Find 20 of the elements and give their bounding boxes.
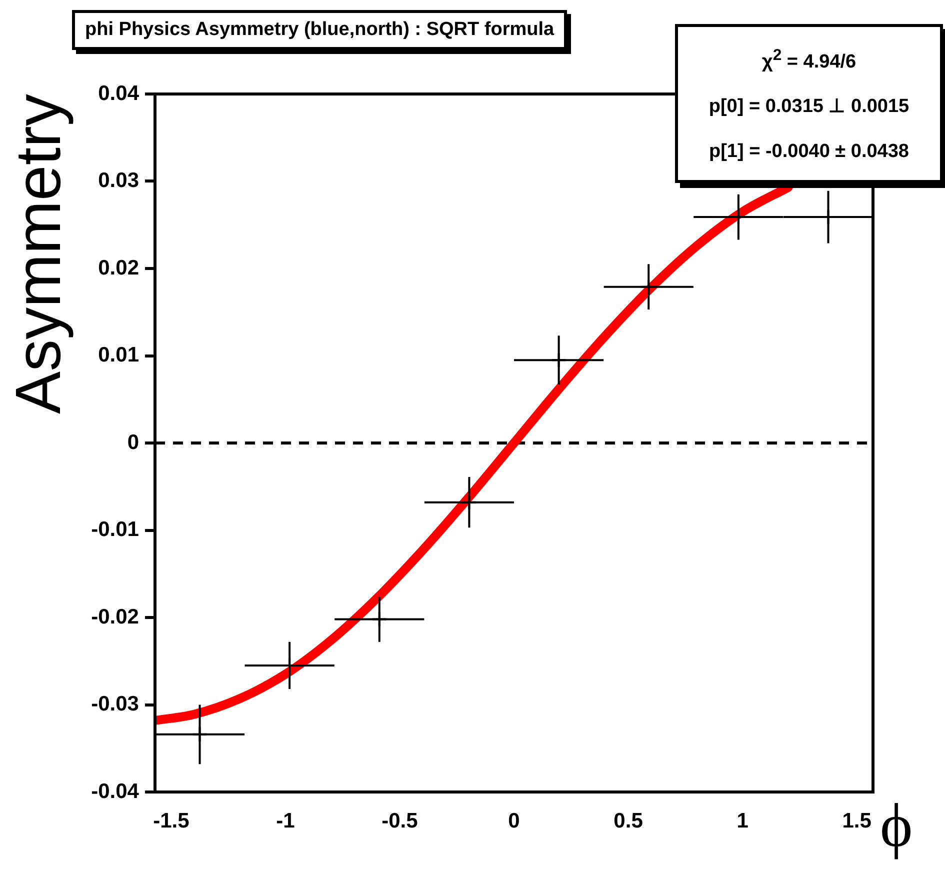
annotation: p[1] = -0.0040 ± 0.0438 [708, 140, 910, 164]
y-tick-label: 0.04 [98, 82, 140, 105]
x-axis-title: ϕ [880, 792, 913, 860]
x-tick-label: 1 [736, 809, 749, 832]
annotation: p[0] = 0.0315 ⊥ 0.0015 [708, 95, 910, 120]
x-tick-label: -1.5 [153, 809, 190, 832]
y-tick-label: -0.03 [91, 692, 139, 716]
y-tick-label: -0.01 [91, 518, 140, 542]
y-axis-title: Asymmetry [2, 94, 74, 414]
y-tick-label: 0 [127, 430, 139, 454]
x-tick-label: -0.5 [382, 809, 418, 832]
y-tick-label: -0.02 [91, 605, 139, 628]
y-tick-label: 0.01 [98, 344, 140, 367]
x-tick-label: 1.5 [842, 809, 872, 832]
y-tick-label: 0.03 [98, 169, 139, 192]
y-tick-label: -0.04 [91, 780, 140, 803]
x-tick-label: -1 [276, 809, 296, 832]
y-tick-label: 0.02 [98, 256, 139, 280]
x-tick-label: 0 [508, 809, 520, 832]
x-tick-label: 0.5 [614, 809, 644, 832]
